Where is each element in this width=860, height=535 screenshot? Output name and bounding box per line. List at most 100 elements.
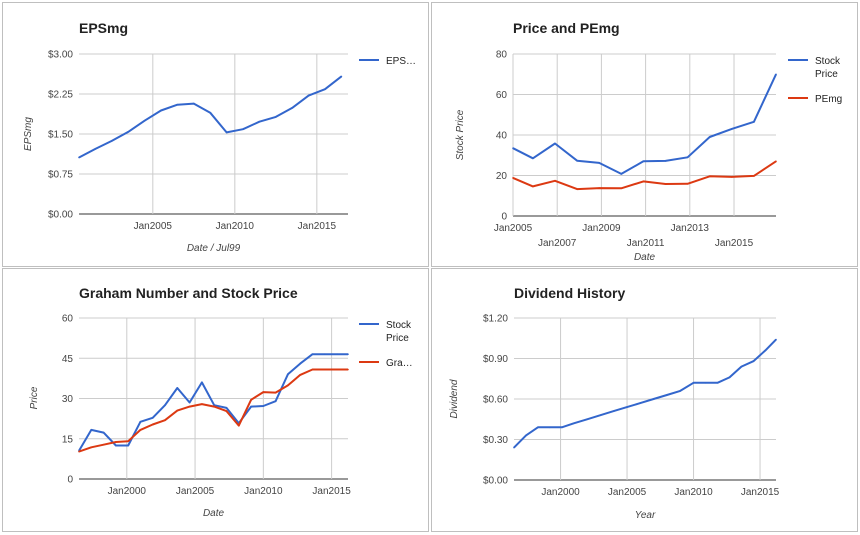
data-point [164,419,166,422]
data-point [250,399,252,401]
x-tick-label: Jan2005 [176,486,215,497]
y-tick-label: $0.75 [48,170,73,181]
data-point [708,175,711,178]
x-tick-label: Jan2013 [671,223,710,234]
data-point [311,368,314,371]
data-point [753,121,755,123]
data-point [307,94,310,97]
y-tick-label: $0.90 [483,354,508,365]
series-line-1 [78,368,348,453]
data-point [250,405,252,408]
y-tick-label: 0 [67,475,73,486]
data-point [78,450,80,453]
price-pe-chart-panel: Price and PEmg 0 20 40 60 80 Jan2005 Jan2007 Jan… [431,2,858,267]
legend-label: Price [815,69,838,80]
x-tick-label: Jan2010 [244,486,283,497]
data-point [730,128,733,130]
data-point [213,405,215,408]
x-tick-label: Jan2005 [494,223,533,234]
data-point [639,402,642,404]
data-point [347,368,349,371]
x-tick-label: Jan2015 [298,221,337,232]
data-point [586,418,588,421]
data-point [598,187,600,189]
y-axis-label: Stock Price [455,109,466,160]
data-point [201,381,203,384]
y-tick-label: 80 [496,50,508,61]
data-point [626,406,628,408]
data-point [323,353,326,356]
data-point [225,410,228,412]
data-point [554,179,556,182]
chart-title: Dividend History [514,285,625,301]
data-point [740,365,743,368]
chart-title: EPSmg [79,20,128,36]
y-axis-label: EPSmg [23,117,34,151]
data-point [704,382,707,384]
data-point [127,444,129,447]
data-point [347,353,349,356]
legend-label: Gra… [386,358,413,369]
data-point [775,73,777,76]
data-point [525,434,527,437]
y-tick-label: 60 [496,90,508,101]
data-point [311,353,314,356]
x-tick-label: Jan2015 [741,487,780,498]
data-point [513,446,515,449]
data-point [620,173,623,175]
data-point [111,140,113,142]
x-axis-label: Date [634,252,656,263]
data-point [188,401,191,404]
data-point [576,188,578,190]
x-tick-label: Jan2015 [715,238,754,249]
data-point [642,160,645,163]
data-point [127,131,130,133]
data-point [664,183,667,185]
x-tick-label: Jan2009 [582,223,621,234]
data-point [686,156,689,159]
data-point [90,446,93,449]
data-point [287,384,289,387]
y-tick-label: $1.20 [483,314,508,325]
data-point [274,400,277,402]
legend-label: EPS… [386,56,416,67]
data-point [299,374,302,376]
series-line-0 [78,75,343,159]
series-line-0 [513,338,777,449]
data-point [664,160,667,162]
data-point [151,423,154,426]
data-point [262,405,265,407]
dividend-history-chart-panel: Dividend History $0.00 $0.30 $0.60 $0.90 $1.2… [431,268,858,532]
data-point [78,156,80,159]
data-point [324,88,326,90]
data-point [193,102,195,105]
data-point [176,387,179,389]
data-point [752,360,755,362]
data-point [549,426,551,429]
data-point [708,136,711,138]
data-point [201,403,203,405]
graham-price-chart-panel: Graham Number and Stock Price 0 15 30 45 60 Ja… [2,268,429,532]
x-tick-label: Jan2010 [674,487,713,498]
data-point [716,382,719,384]
data-point [512,147,514,149]
data-point [275,116,277,118]
x-tick-label: Jan2010 [216,221,255,232]
data-point [237,424,240,427]
data-point [576,159,578,162]
data-point [242,128,244,130]
data-point [561,426,563,429]
dividend-history-chart: Dividend History $0.00 $0.30 $0.60 $0.90 $1.2… [449,285,780,521]
eps-chart: EPSmg $0.00 $0.75 $1.50 $2.25 $3.00 Jan2005 Jan… [23,20,416,254]
x-tick-label: Jan2011 [627,238,665,249]
legend-label: Stock [386,320,412,331]
data-point [262,391,265,393]
data-point [336,368,338,371]
x-axis-label: Date / Jul99 [187,243,241,254]
y-tick-label: 15 [62,434,74,445]
data-point [612,410,615,412]
x-tick-label: Jan2005 [134,221,173,232]
eps-chart-panel: EPSmg $0.00 $0.75 $1.50 $2.25 $3.00 Jan2005 Jan… [2,2,429,267]
y-tick-label: $0.30 [483,435,508,446]
data-point [102,443,105,446]
